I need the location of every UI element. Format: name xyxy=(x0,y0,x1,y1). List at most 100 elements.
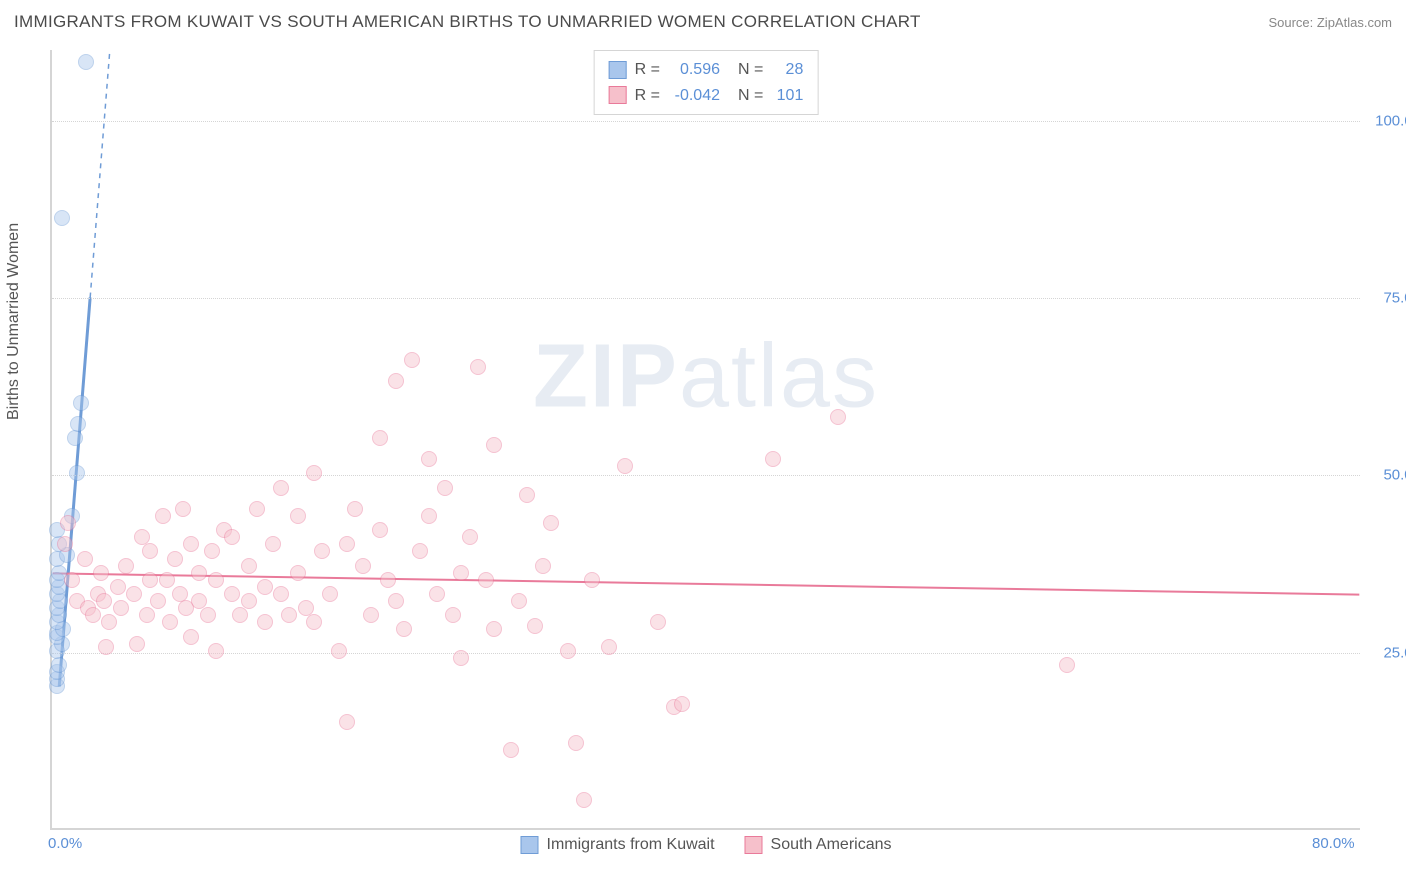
data-point xyxy=(54,210,70,226)
data-point xyxy=(617,458,633,474)
data-point xyxy=(241,558,257,574)
data-point xyxy=(568,735,584,751)
data-point xyxy=(674,696,690,712)
data-point xyxy=(118,558,134,574)
data-point xyxy=(535,558,551,574)
data-point xyxy=(388,593,404,609)
data-point xyxy=(98,639,114,655)
data-point xyxy=(290,508,306,524)
data-point xyxy=(51,657,67,673)
data-point xyxy=(503,742,519,758)
data-point xyxy=(67,430,83,446)
data-point xyxy=(830,409,846,425)
data-point xyxy=(257,579,273,595)
data-point xyxy=(412,543,428,559)
data-point xyxy=(355,558,371,574)
y-tick-label: 75.0% xyxy=(1366,290,1406,307)
data-point xyxy=(290,565,306,581)
y-tick-label: 25.0% xyxy=(1366,644,1406,661)
data-point xyxy=(162,614,178,630)
data-point xyxy=(85,607,101,623)
plot-area: ZIPatlas 25.0%50.0%75.0%100.0%0.0%80.0%R… xyxy=(50,50,1360,830)
data-point xyxy=(155,508,171,524)
r-value: 0.596 xyxy=(668,57,720,83)
data-point xyxy=(478,572,494,588)
data-point xyxy=(306,465,322,481)
data-point xyxy=(208,643,224,659)
data-point xyxy=(281,607,297,623)
data-point xyxy=(560,643,576,659)
source-label: Source: ZipAtlas.com xyxy=(1268,15,1392,30)
data-point xyxy=(576,792,592,808)
data-point xyxy=(96,593,112,609)
x-tick-label: 80.0% xyxy=(1312,835,1355,852)
data-point xyxy=(486,437,502,453)
data-point xyxy=(347,501,363,517)
data-point xyxy=(445,607,461,623)
data-point xyxy=(70,416,86,432)
data-point xyxy=(421,508,437,524)
r-label: R = xyxy=(635,57,660,83)
data-point xyxy=(183,629,199,645)
data-point xyxy=(380,572,396,588)
data-point xyxy=(232,607,248,623)
gridline-h xyxy=(52,653,1360,654)
data-point xyxy=(765,451,781,467)
data-point xyxy=(322,586,338,602)
data-point xyxy=(93,565,109,581)
data-point xyxy=(584,572,600,588)
data-point xyxy=(224,586,240,602)
trend-lines-layer xyxy=(52,50,1360,828)
data-point xyxy=(191,565,207,581)
data-point xyxy=(453,565,469,581)
data-point xyxy=(339,714,355,730)
data-point xyxy=(57,536,73,552)
data-point xyxy=(543,515,559,531)
data-point xyxy=(388,373,404,389)
r-label: R = xyxy=(635,83,660,109)
data-point xyxy=(77,551,93,567)
watermark-light: atlas xyxy=(679,326,879,426)
data-point xyxy=(462,529,478,545)
data-point xyxy=(150,593,166,609)
data-point xyxy=(453,650,469,666)
data-point xyxy=(139,607,155,623)
n-label: N = xyxy=(738,83,763,109)
y-tick-label: 50.0% xyxy=(1366,467,1406,484)
y-tick-label: 100.0% xyxy=(1366,112,1406,129)
data-point xyxy=(113,600,129,616)
data-point xyxy=(175,501,191,517)
n-value: 28 xyxy=(771,57,803,83)
stats-legend-row: R =-0.042N =101 xyxy=(609,83,804,109)
data-point xyxy=(69,465,85,481)
data-point xyxy=(126,586,142,602)
n-label: N = xyxy=(738,57,763,83)
data-point xyxy=(265,536,281,552)
data-point xyxy=(470,359,486,375)
legend-swatch xyxy=(521,836,539,854)
chart-title: IMMIGRANTS FROM KUWAIT VS SOUTH AMERICAN… xyxy=(14,12,921,32)
data-point xyxy=(273,480,289,496)
data-point xyxy=(486,621,502,637)
data-point xyxy=(208,572,224,588)
legend-swatch xyxy=(609,86,627,104)
series-legend-item: South Americans xyxy=(745,836,892,854)
data-point xyxy=(241,593,257,609)
data-point xyxy=(511,593,527,609)
x-tick-label: 0.0% xyxy=(48,835,82,852)
watermark: ZIPatlas xyxy=(533,325,879,428)
title-bar: IMMIGRANTS FROM KUWAIT VS SOUTH AMERICAN… xyxy=(14,12,1392,32)
data-point xyxy=(129,636,145,652)
data-point xyxy=(257,614,273,630)
data-point xyxy=(363,607,379,623)
stats-legend: R = 0.596 N = 28R =-0.042N =101 xyxy=(594,50,819,115)
data-point xyxy=(78,54,94,70)
y-axis-label: Births to Unmarried Women xyxy=(5,223,23,420)
watermark-bold: ZIP xyxy=(533,326,679,426)
data-point xyxy=(110,579,126,595)
data-point xyxy=(249,501,265,517)
stats-legend-row: R = 0.596 N = 28 xyxy=(609,57,804,83)
data-point xyxy=(437,480,453,496)
data-point xyxy=(1059,657,1075,673)
data-point xyxy=(404,352,420,368)
